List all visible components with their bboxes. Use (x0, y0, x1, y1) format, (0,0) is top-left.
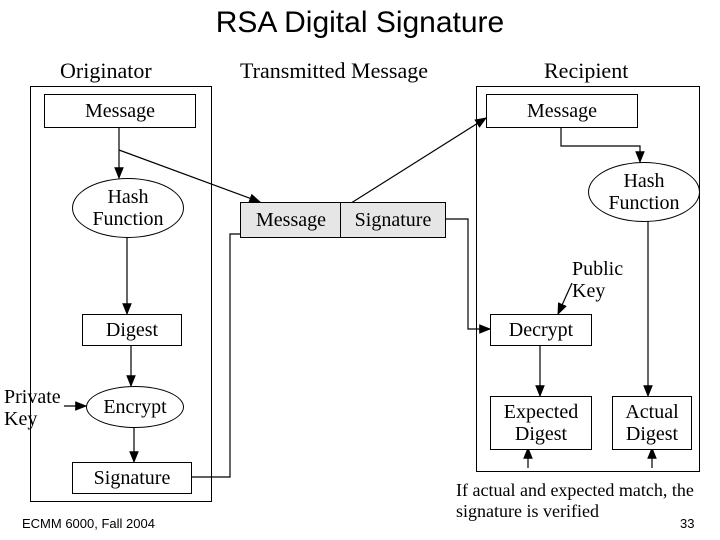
heading-originator: Originator (60, 58, 152, 84)
signature-box: Signature (72, 462, 192, 494)
originator-message-box: Message (44, 94, 196, 128)
hash-function-left: Hash Function (72, 178, 184, 238)
recipient-message-box: Message (486, 94, 638, 128)
transmitted-signature-box: Signature (340, 202, 446, 238)
private-key-label: Private Key (4, 386, 61, 430)
public-key-label: Public Key (572, 258, 623, 302)
originator-column-box (30, 86, 212, 502)
hash-function-right: Hash Function (588, 162, 700, 222)
encrypt-ellipse: Encrypt (86, 386, 184, 428)
actual-digest-box: Actual Digest (612, 396, 692, 450)
slide-title: RSA Digital Signature (0, 6, 720, 40)
slide-canvas: RSA Digital Signature Originator Transmi… (0, 0, 720, 540)
expected-digest-box: Expected Digest (490, 396, 592, 450)
verification-note: If actual and expected match, the signat… (456, 480, 694, 521)
slide-number: 33 (680, 516, 694, 531)
transmitted-message-box: Message (240, 202, 342, 238)
heading-transmitted: Transmitted Message (240, 58, 428, 84)
footer-text: ECMM 6000, Fall 2004 (22, 516, 155, 531)
heading-recipient: Recipient (544, 58, 628, 84)
digest-box: Digest (82, 314, 182, 346)
decrypt-box: Decrypt (490, 314, 592, 346)
